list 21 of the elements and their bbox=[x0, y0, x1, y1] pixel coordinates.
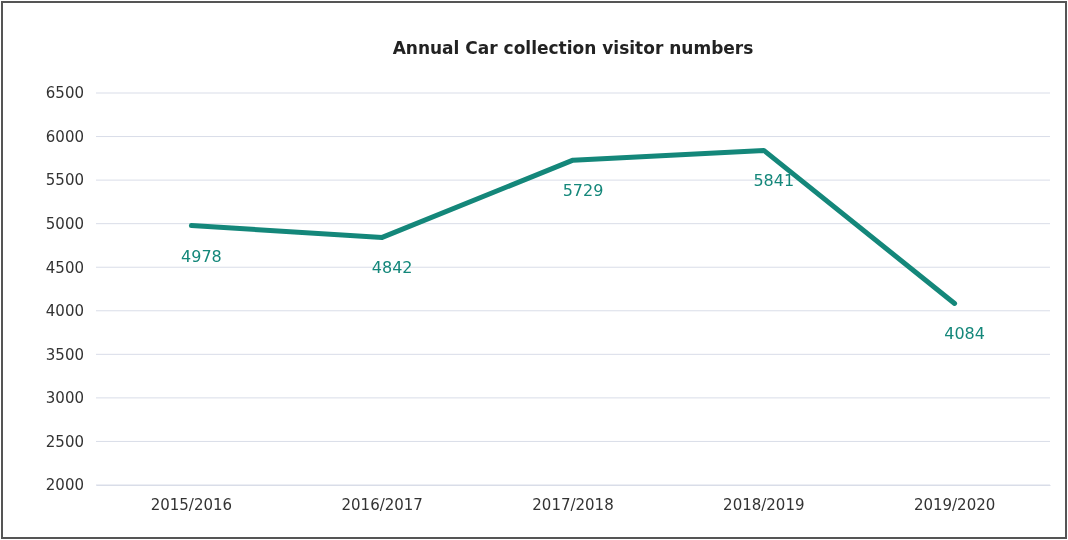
y-tick-label: 6500 bbox=[45, 84, 84, 103]
y-tick-label: 4500 bbox=[45, 258, 84, 277]
x-tick-label: 2015/2016 bbox=[150, 495, 233, 514]
y-tick-label: 4000 bbox=[45, 302, 84, 321]
y-tick-label: 6000 bbox=[45, 127, 84, 146]
x-tick-label: 2019/2020 bbox=[913, 495, 996, 514]
y-tick-label: 2000 bbox=[45, 476, 84, 495]
data-label: 5729 bbox=[562, 181, 604, 201]
x-tick-label: 2017/2018 bbox=[532, 495, 614, 514]
data-label: 4084 bbox=[944, 324, 985, 344]
data-label: 4978 bbox=[181, 246, 222, 266]
y-tick-label: 3000 bbox=[45, 389, 84, 408]
chart-title: Annual Car collection visitor numbers bbox=[392, 38, 754, 58]
y-tick-label: 5000 bbox=[45, 214, 84, 233]
x-tick-label: 2018/2019 bbox=[723, 495, 805, 514]
y-tick-label: 2500 bbox=[45, 432, 84, 451]
y-tick-label: 5500 bbox=[45, 171, 84, 190]
y-tick-label: 3500 bbox=[45, 345, 84, 364]
data-label: 5841 bbox=[753, 171, 795, 191]
data-label: 4842 bbox=[371, 258, 413, 278]
x-tick-label: 2016/2017 bbox=[341, 495, 423, 514]
